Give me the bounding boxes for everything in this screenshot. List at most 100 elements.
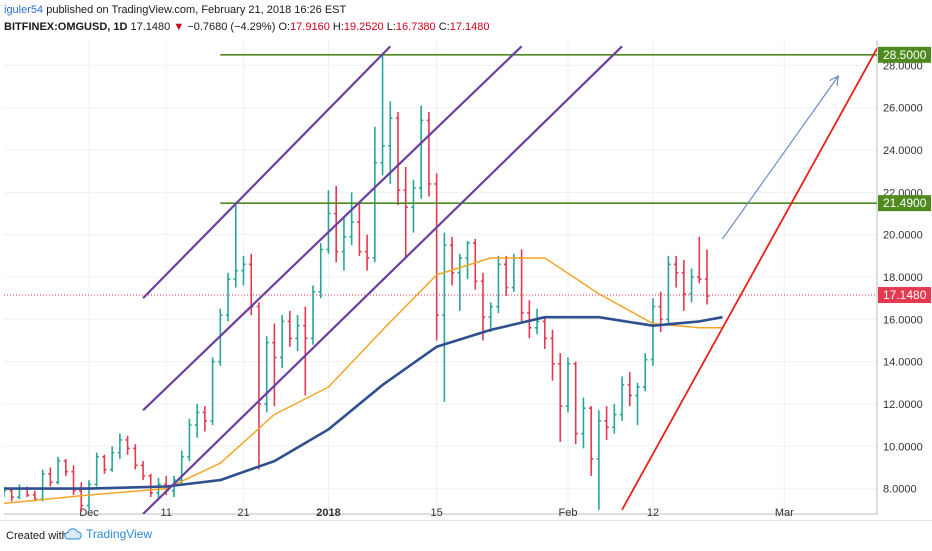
y-tick-label: 24.0000 (883, 145, 923, 157)
last-price: 17.1480 (130, 21, 171, 33)
candle-down (550, 329, 555, 381)
candle-up (635, 382, 640, 426)
candle-up (650, 298, 656, 366)
open-value: 17.9160 (290, 21, 330, 33)
channel-line (142, 45, 392, 299)
x-tick-label: 15 (431, 507, 443, 518)
candle-up (442, 232, 447, 402)
candle-up (225, 272, 231, 322)
candle-down (673, 255, 679, 288)
author-link[interactable]: iguler54 (4, 4, 44, 16)
projection-arrow-shaft (721, 75, 839, 240)
candle-down (473, 238, 478, 290)
candle-down (287, 310, 293, 347)
candle-up (233, 205, 238, 288)
candle-up (388, 101, 393, 184)
candle-down (681, 260, 687, 311)
chart-area[interactable]: 8.0000 10.0000 12.0000 14.0000 16.0000 18.000… (0, 36, 932, 518)
candle-down (303, 306, 308, 396)
candle-up (94, 452, 99, 487)
candle-up (264, 336, 269, 413)
plot-layer (4, 45, 877, 514)
x-tick-label: 12 (647, 507, 659, 518)
close-value: 17.1480 (449, 21, 490, 33)
candle-down (449, 236, 455, 286)
candle-down (434, 173, 439, 341)
candle-up (194, 403, 200, 438)
candle-up (465, 241, 470, 280)
candle-down (604, 406, 609, 440)
resistance-price-label-bg (878, 195, 931, 212)
resistance-price-label: 21.4900 (878, 195, 931, 212)
channel-line (142, 45, 523, 412)
candle-up (117, 433, 123, 459)
y-tick-label: 26.0000 (883, 103, 923, 115)
candle-down (148, 473, 153, 498)
candle-up (581, 397, 586, 449)
publish-info: published on TradingView.com, February 2… (46, 4, 347, 16)
candle-up (496, 255, 501, 313)
footer: Created with TradingView (0, 520, 932, 551)
down-arrow-icon: ▼ (173, 21, 185, 33)
candle-down (697, 236, 702, 284)
candle-down (9, 488, 14, 502)
y-tick-label: 12.0000 (883, 399, 923, 411)
price-chart[interactable]: 8.0000 10.0000 12.0000 14.0000 16.0000 18.000… (0, 36, 932, 518)
last-price-label: 17.1480 (878, 287, 931, 304)
candle-down (395, 111, 401, 206)
candle-up (295, 315, 300, 352)
candle-up (457, 253, 462, 311)
tradingview-brand[interactable]: TradingView (64, 527, 152, 541)
candle-up (241, 255, 246, 286)
candle-up (612, 403, 617, 434)
resistance-price-label: 28.5000 (878, 46, 931, 63)
candle-up (380, 54, 385, 176)
candle-up (55, 456, 61, 485)
x-tick-label: Dec (79, 507, 99, 518)
candle-down (403, 166, 408, 258)
candle-down (426, 111, 432, 197)
last-price-label-bg (878, 287, 931, 304)
candle-down (704, 249, 710, 305)
low-value: 16.7380 (395, 21, 436, 33)
moving-average-long-line (4, 315, 723, 490)
candle-down (32, 490, 38, 502)
y-tick-label: 10.0000 (883, 441, 923, 453)
candle-up (689, 268, 694, 303)
resistance-price-label-bg (878, 46, 931, 63)
brand-name: TradingView (86, 527, 153, 541)
tradingview-cloud-icon (64, 528, 82, 540)
x-tick-label: 11 (161, 507, 172, 518)
x-tick-label: 21 (237, 507, 249, 518)
candle-down (63, 458, 68, 476)
candle-down (202, 406, 208, 432)
channel-line (142, 45, 623, 514)
candle-up (318, 243, 323, 299)
candle-up (666, 255, 671, 324)
quote-line: BITFINEX:OMGUSD, 1D 17.1480 ▼ −0.7680 (−… (4, 21, 490, 33)
y-tick-label: 28.0000 (883, 60, 923, 72)
candle-up (565, 357, 571, 413)
candle-up (326, 190, 331, 254)
y-tick-label: 18.0000 (883, 272, 923, 284)
y-tick-label: 14.0000 (883, 357, 923, 369)
open-label: O: (278, 21, 291, 33)
candle-down (125, 435, 130, 455)
candle-down (527, 300, 532, 339)
last-price-label-text: 17.1480 (883, 288, 927, 302)
y-tick-label: 8.0000 (883, 484, 917, 496)
chart-header: iguler54 published on TradingView.com, F… (0, 0, 932, 36)
candle-up (419, 105, 424, 199)
created-with-label: Created with (6, 530, 68, 542)
candle-down (357, 202, 362, 256)
resistance-price-label-text: 21.4900 (883, 196, 927, 210)
candle-down (48, 467, 53, 487)
candle-up (4, 486, 7, 498)
candle-down (133, 444, 138, 470)
y-tick-label: 20.0000 (883, 230, 923, 242)
low-label: L: (386, 21, 396, 33)
projection-arrow-head (829, 74, 840, 86)
y-tick-label: 16.0000 (883, 314, 923, 326)
high-value: 19.2520 (343, 21, 384, 33)
candle-down (364, 234, 370, 271)
